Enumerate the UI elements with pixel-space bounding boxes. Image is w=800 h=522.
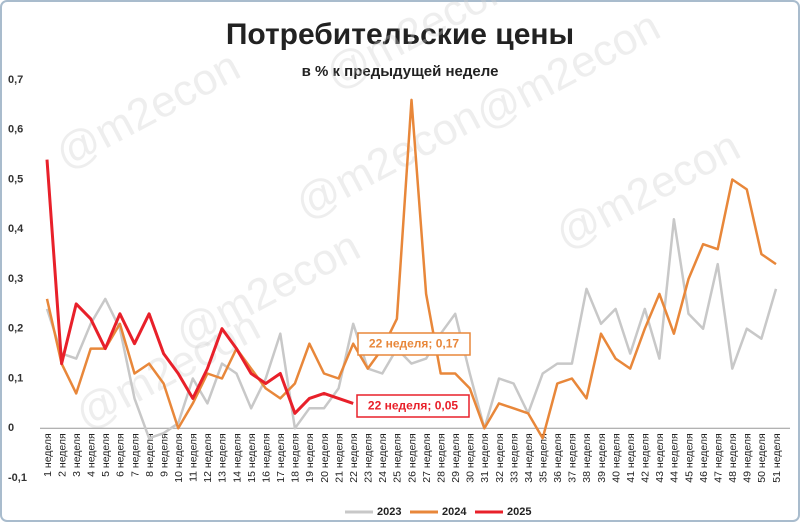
x-tick-label: 29 неделя	[450, 433, 462, 482]
y-tick-label: 0,6	[8, 124, 23, 136]
x-tick-label: 25 неделя	[392, 433, 404, 482]
x-tick-label: 8 неделя	[144, 433, 156, 477]
x-tick-label: 27 неделя	[421, 433, 433, 482]
series-line	[45, 218, 778, 440]
y-tick-label: 0,2	[8, 323, 23, 335]
y-tick-label: 0,5	[8, 173, 23, 185]
annotation-box	[357, 332, 471, 356]
y-tick-label: -0,1	[8, 472, 27, 484]
x-tick-label: 38 неделя	[581, 433, 593, 482]
legend-label: 2025	[507, 506, 531, 518]
series-line	[45, 159, 354, 415]
x-tick-label: 24 неделя	[377, 433, 389, 482]
chart-title: Потребительские цены	[226, 18, 574, 51]
annotation-box	[356, 394, 470, 418]
x-tick-label: 44 неделя	[669, 433, 681, 482]
x-tick-label: 50 неделя	[756, 433, 768, 482]
x-tick-label: 21 неделя	[333, 433, 345, 482]
x-tick-label: 18 неделя	[290, 433, 302, 482]
x-tick-label: 49 неделя	[742, 433, 754, 482]
x-tick-label: 33 неделя	[508, 433, 520, 482]
x-tick-label: 13 неделя	[217, 433, 229, 482]
x-tick-label: 15 неделя	[246, 433, 258, 482]
chart-subtitle: в % к предыдущей неделе	[302, 63, 499, 80]
x-tick-label: 9 неделя	[158, 433, 170, 477]
x-tick-label: 14 неделя	[231, 433, 243, 482]
series-line	[45, 98, 777, 440]
x-tick-label: 48 неделя	[727, 433, 739, 482]
x-tick-label: 3 неделя	[71, 433, 83, 477]
x-tick-label: 32 неделя	[494, 433, 506, 482]
x-tick-label: 47 неделя	[712, 433, 724, 482]
x-tick-label: 42 неделя	[640, 433, 652, 482]
x-tick-label: 20 неделя	[319, 433, 331, 482]
x-tick-label: 5 неделя	[100, 433, 112, 477]
x-tick-label: 30 неделя	[465, 433, 477, 482]
x-tick-label: 19 неделя	[304, 433, 316, 482]
x-tick-label: 51 неделя	[771, 433, 783, 482]
x-tick-label: 22 неделя	[348, 433, 360, 482]
x-tick-label: 37 неделя	[567, 433, 579, 482]
y-tick-label: 0,4	[8, 223, 24, 235]
x-tick-label: 40 неделя	[610, 433, 622, 482]
y-tick-label: 0,7	[8, 74, 23, 86]
x-tick-label: 7 неделя	[129, 433, 141, 477]
x-tick-label: 17 неделя	[275, 433, 287, 482]
x-tick-label: 6 неделя	[115, 433, 127, 477]
x-tick-label: 26 неделя	[406, 433, 418, 482]
x-tick-label: 31 неделя	[479, 433, 491, 482]
x-tick-label: 16 неделя	[260, 433, 272, 482]
y-tick-label: 0	[8, 422, 14, 434]
y-tick-label: 0,3	[8, 273, 23, 285]
x-tick-label: 23 неделя	[363, 433, 375, 482]
y-tick-label: 0,1	[8, 372, 23, 384]
x-tick-label: 4 неделя	[86, 433, 98, 477]
x-tick-label: 43 неделя	[654, 433, 666, 482]
x-tick-label: 45 неделя	[683, 433, 695, 482]
x-tick-label: 11 неделя	[188, 433, 200, 482]
annotation-label: 22 неделя; 0,05	[368, 399, 459, 413]
x-tick-label: 39 неделя	[596, 433, 608, 482]
legend-label: 2024	[442, 506, 467, 518]
x-tick-label: 28 неделя	[435, 433, 447, 482]
x-tick-label: 1 неделя	[42, 433, 54, 477]
x-tick-label: 41 неделя	[625, 433, 637, 482]
x-tick-label: 2 неделя	[56, 433, 68, 477]
legend-label: 2023	[377, 506, 401, 518]
x-tick-label: 34 неделя	[523, 433, 535, 482]
x-tick-label: 10 неделя	[173, 433, 185, 482]
x-tick-label: 36 неделя	[552, 433, 564, 482]
x-tick-label: 12 неделя	[202, 433, 214, 482]
annotation-label: 22 неделя; 0,17	[369, 337, 460, 351]
x-tick-label: 46 неделя	[698, 433, 710, 482]
x-tick-label: 35 неделя	[538, 433, 550, 482]
